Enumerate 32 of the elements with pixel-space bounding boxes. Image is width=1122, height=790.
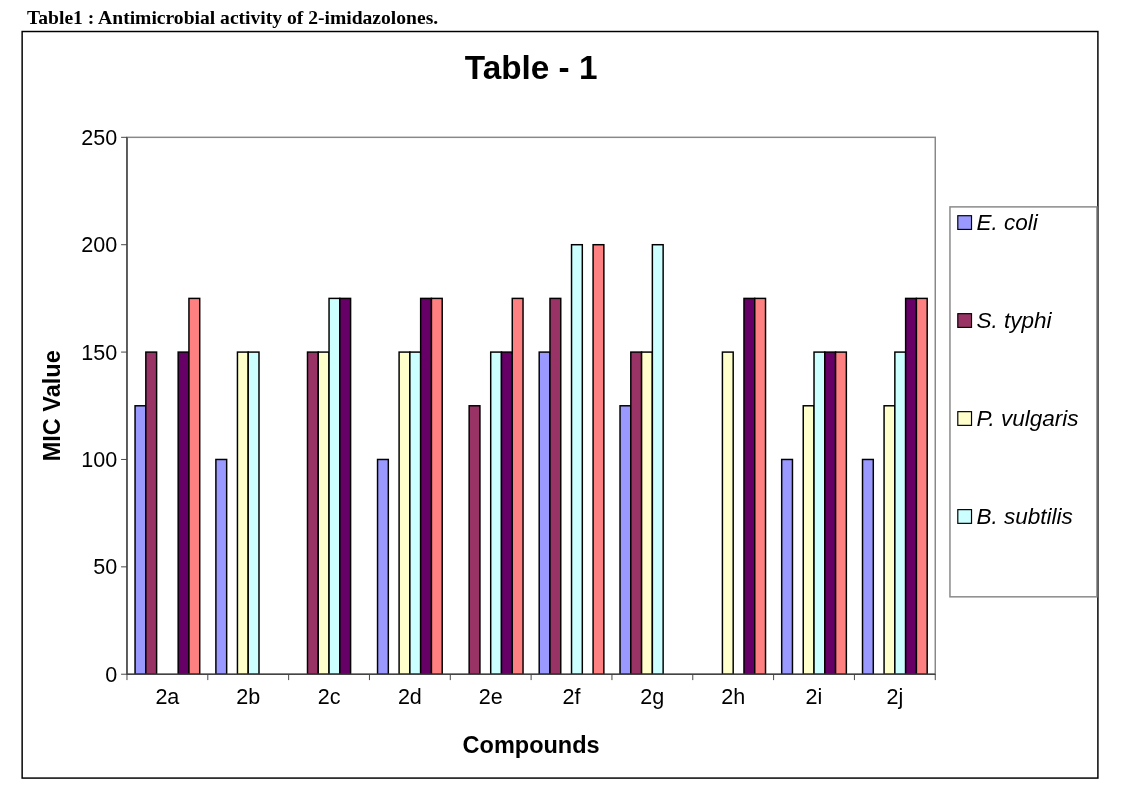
y-axis-title: MIC Value (39, 350, 66, 462)
legend-label: B. subtilis (976, 504, 1073, 530)
bar (780, 458, 794, 675)
y-tick-label: 200 (81, 232, 118, 258)
x-tick-label: 2i (805, 683, 823, 709)
x-tick-label: 2b (236, 683, 261, 709)
bar (861, 458, 875, 675)
x-tick-label: 2j (886, 683, 904, 709)
bar (468, 405, 481, 675)
y-tick-label: 250 (81, 124, 118, 150)
x-tick-label: 2g (640, 683, 665, 709)
bar (721, 351, 734, 675)
y-tick-label: 100 (81, 447, 118, 473)
x-tick-label: 2f (562, 683, 582, 709)
bar (592, 243, 605, 675)
x-tick-label: 2a (155, 683, 180, 709)
chart-subtitle: Table1 : Antimicrobial activity of 2-imidazolones. (27, 6, 439, 28)
x-tick-label: 2h (721, 683, 746, 709)
chart-title: Table - 1 (464, 48, 598, 86)
bar (215, 458, 228, 675)
legend-label: S. typhi (976, 308, 1053, 334)
bar (376, 458, 390, 675)
legend-label: E. coli (976, 210, 1039, 236)
x-tick-label: 2d (397, 683, 422, 709)
x-tick-label: 2e (478, 683, 503, 709)
x-tick-label: 2c (317, 683, 341, 709)
y-tick-label: 0 (105, 661, 118, 687)
x-axis-title: Compounds (462, 731, 600, 758)
y-tick-label: 150 (81, 339, 118, 365)
legend-label: P. vulgaris (976, 406, 1079, 432)
y-tick-label: 50 (93, 554, 118, 580)
bar (570, 243, 584, 675)
